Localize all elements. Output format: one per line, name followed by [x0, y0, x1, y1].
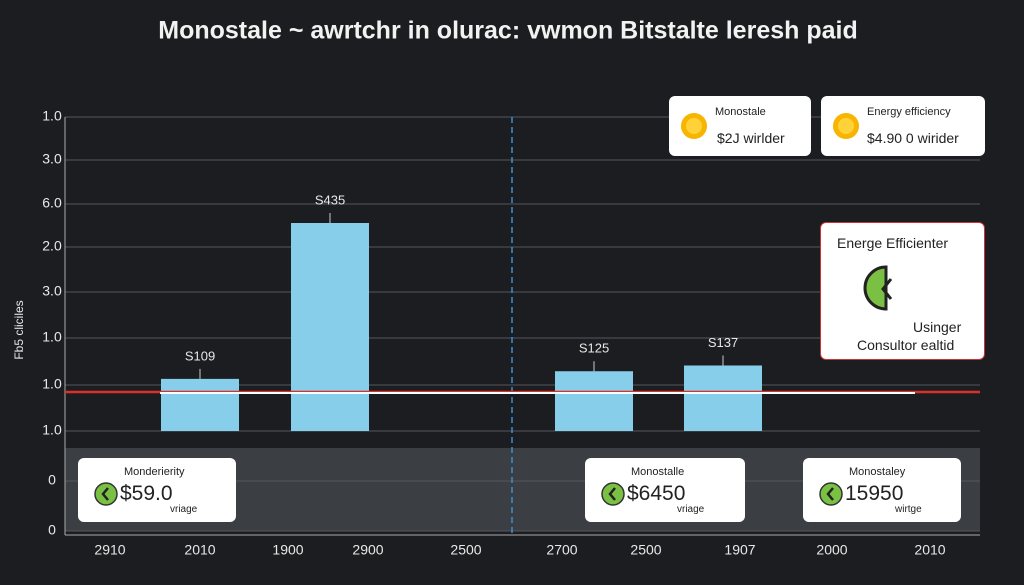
- leaf-icon: [94, 482, 118, 506]
- card-title: Monostalle: [631, 466, 685, 478]
- card-text: vriage: [677, 504, 705, 515]
- bottom-card: Monostaley 15950 wirtge: [803, 458, 961, 522]
- y-tick-label: 1.0: [42, 422, 62, 438]
- sun-icon: [833, 113, 859, 139]
- x-tick-label: 2700: [546, 542, 577, 558]
- card-text: $2J wirlder: [717, 130, 785, 146]
- x-tick-label: 1907: [724, 542, 755, 558]
- bottom-card: Monderierity $59.0 vriage: [78, 458, 236, 522]
- card-title: Monostaley: [849, 466, 906, 478]
- leaf-icon: [819, 482, 843, 506]
- y-tick-label: 1.0: [42, 108, 62, 124]
- x-tick-label: 2500: [630, 542, 661, 558]
- x-tick-label: 2010: [184, 542, 215, 558]
- value-label: S435: [315, 192, 345, 207]
- card-text: wirtge: [895, 504, 922, 515]
- x-tick-label: 2500: [450, 542, 481, 558]
- bar: [291, 223, 369, 431]
- card-line: Consultor ealtid: [857, 337, 955, 353]
- bar: [161, 378, 239, 431]
- x-tick-label: 2010: [914, 542, 945, 558]
- bar: [684, 365, 762, 431]
- y-tick-label: 0: [48, 472, 56, 488]
- value-label: S137: [708, 335, 738, 350]
- x-tick-label: 2900: [352, 542, 383, 558]
- y-tick-label: 1.0: [42, 329, 62, 345]
- x-tick-label: 2910: [94, 542, 125, 558]
- y-tick-label: 2.0: [42, 238, 62, 254]
- x-tick-label: 2000: [816, 542, 847, 558]
- card-value: $6450: [627, 482, 686, 505]
- card-text: vriage: [170, 504, 198, 515]
- value-label: S109: [185, 348, 215, 363]
- card-title: Energy efficiency: [867, 106, 951, 118]
- chart-title: Monostale ~ awrtchr in olurac: vwmon Bit…: [158, 17, 857, 45]
- card-text: $4.90 0 wirider: [867, 130, 959, 146]
- card-value: $59.0: [120, 482, 173, 505]
- leaf-icon: [601, 482, 625, 506]
- bottom-card: Monostalle $6450 vriage: [585, 458, 745, 522]
- x-tick-label: 1900: [272, 542, 303, 558]
- top-card: Energy efficiency $4.90 0 wirider: [821, 96, 985, 156]
- card-title: Monostale: [715, 106, 766, 118]
- y-axis-label: Fb5 cliciles: [12, 300, 26, 359]
- y-tick-label: 1.0: [42, 376, 62, 392]
- side-card: Energe Efficienter Usinger Consultor eal…: [820, 222, 985, 360]
- y-tick-label: 6.0: [42, 195, 62, 211]
- y-tick-label: 0: [48, 522, 56, 538]
- y-tick-label: 3.0: [42, 283, 62, 299]
- leaf-icon: [863, 265, 893, 311]
- card-line: Usinger: [913, 319, 962, 335]
- y-tick-label: 3.0: [42, 151, 62, 167]
- card-title: Monderierity: [124, 466, 185, 478]
- bar: [555, 371, 633, 431]
- top-card: Monostale $2J wirlder: [669, 96, 811, 156]
- card-value: 15950: [845, 482, 904, 505]
- sun-icon: [681, 113, 707, 139]
- card-title: Energe Efficienter: [837, 235, 949, 251]
- value-label: S125: [579, 341, 609, 356]
